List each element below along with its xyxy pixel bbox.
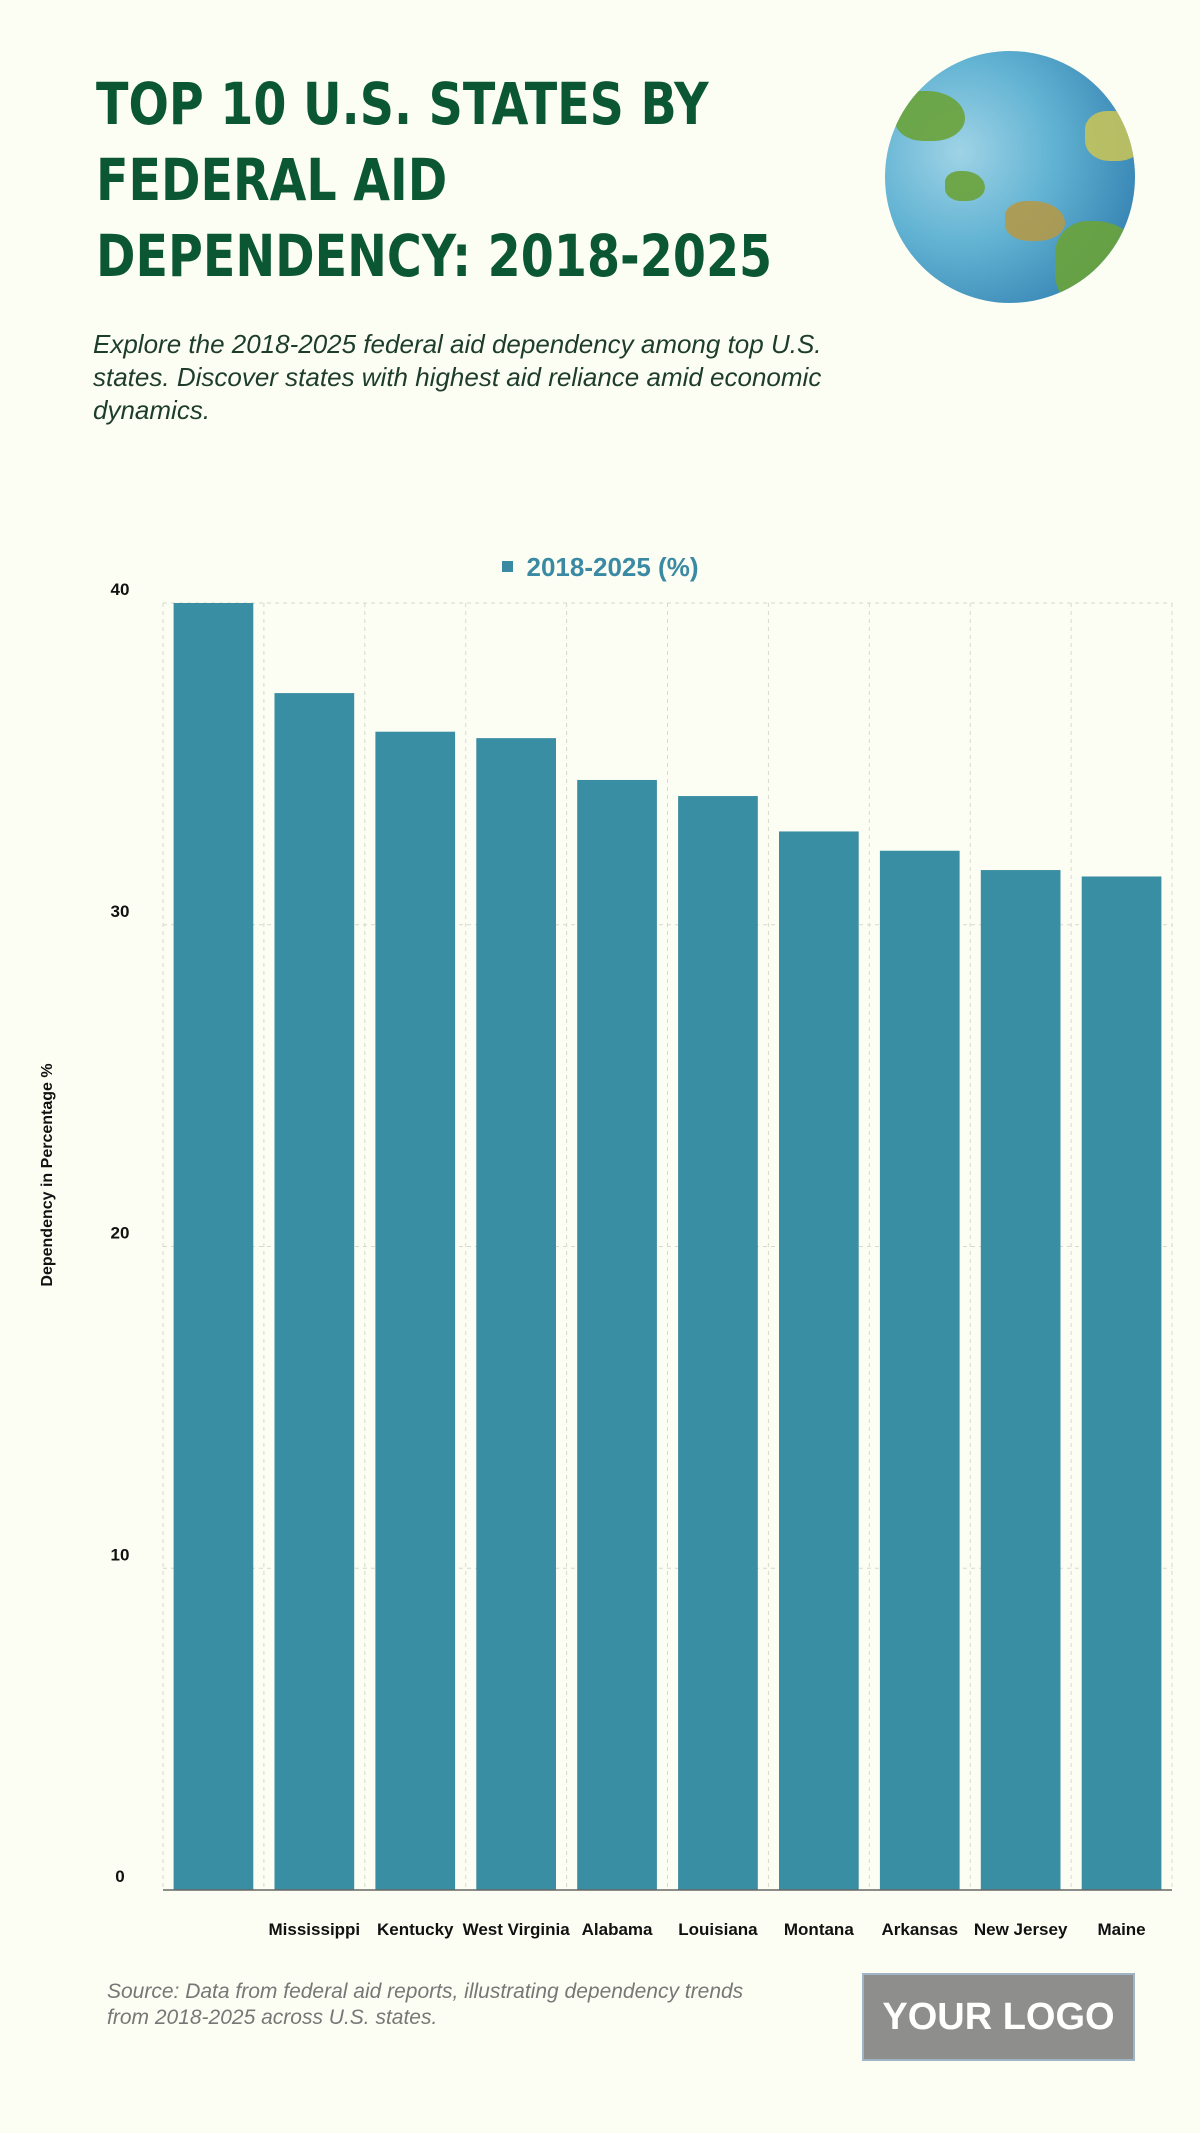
x-tick-label: Kentucky xyxy=(377,1920,454,1939)
x-tick-label: Montana xyxy=(784,1920,854,1939)
legend-swatch xyxy=(501,560,513,572)
y-tick-label: 0 xyxy=(115,1867,124,1886)
bar xyxy=(678,796,758,1890)
x-tick-label: New Jersey xyxy=(974,1920,1068,1939)
bar xyxy=(274,693,355,1890)
y-tick-label: 20 xyxy=(111,1224,130,1243)
globe-image xyxy=(885,51,1135,303)
logo-placeholder: YOUR LOGO xyxy=(862,1973,1135,2061)
bar xyxy=(173,603,254,1890)
x-tick-label: Maine xyxy=(1097,1920,1145,1939)
bar xyxy=(476,738,557,1890)
source-note: Source: Data from federal aid reports, i… xyxy=(107,1980,744,2029)
page-title: TOP 10 U.S. STATES BY FEDERAL AID DEPEND… xyxy=(96,70,773,290)
chart-legend: 2018-2025 (%) xyxy=(0,552,1200,583)
bar xyxy=(879,850,960,1890)
y-tick-label: 40 xyxy=(111,580,130,599)
y-axis-title: Dependency in Percentage % xyxy=(39,1063,56,1287)
x-tick-label: West Virginia xyxy=(463,1920,571,1939)
bar xyxy=(980,870,1061,1890)
x-tick-label: Arkansas xyxy=(881,1920,958,1939)
x-tick-label: Alabama xyxy=(582,1920,653,1939)
bar xyxy=(577,779,657,1890)
y-tick-label: 30 xyxy=(111,902,130,921)
x-tick-label: Louisiana xyxy=(678,1920,758,1939)
y-tick-label: 10 xyxy=(111,1545,130,1564)
legend-label: 2018-2025 (%) xyxy=(526,552,699,582)
bar xyxy=(375,731,456,1891)
x-tick-label: Mississippi xyxy=(269,1920,361,1939)
bar xyxy=(1081,876,1162,1890)
bar xyxy=(778,831,859,1890)
page-subtitle: Explore the 2018-2025 federal aid depend… xyxy=(93,329,822,425)
